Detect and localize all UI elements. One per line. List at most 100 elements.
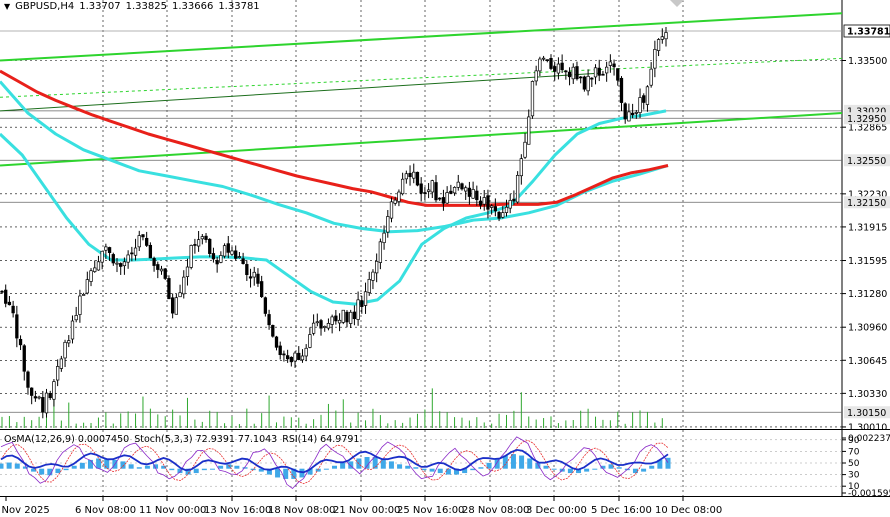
price-tick-label: 1.30645 (848, 356, 887, 367)
indicator-header: OsMA(12,26,9) 0.0007450 Stoch(5,3,3) 72.9… (4, 434, 364, 445)
candle-bull (326, 323, 331, 329)
candle-bull (367, 278, 371, 293)
candle-bear (22, 345, 26, 372)
chart-shift-marker-icon[interactable] (670, 0, 684, 7)
time-label: 5 Dec 16:00 (591, 505, 652, 516)
osma-bar (364, 457, 370, 469)
candle-bear (345, 311, 349, 323)
price-axis: 1.33500 1.32865 1.32230 1.31915 1.31595 1.312… (842, 24, 890, 430)
candle-bull (308, 334, 312, 348)
price-marker-label: 1.30150 (847, 408, 886, 419)
osma-bar (258, 468, 264, 472)
candle-bull (530, 81, 535, 117)
candle-bear (285, 355, 290, 360)
candle-bear (111, 254, 115, 264)
osma-bar (79, 462, 85, 469)
candlesticks (0, 26, 668, 419)
osma-bar (527, 458, 533, 469)
candle-bear (263, 297, 268, 314)
candle-bull (59, 358, 64, 369)
candle-bull (404, 173, 408, 180)
osma-bar (616, 467, 622, 469)
osma-bar (510, 454, 516, 469)
candle-bull (382, 232, 386, 244)
close-value: 1.33781 (218, 1, 260, 12)
price-chart[interactable]: 1.33500 1.32865 1.32230 1.31915 1.31595 1.312… (0, 0, 890, 430)
candle-bull (104, 246, 108, 251)
candle-bull (178, 292, 182, 298)
candle-bull (586, 75, 590, 92)
osma-bar (218, 465, 224, 469)
candle-bear (630, 112, 635, 116)
candle-bear (141, 234, 145, 238)
candle-bear (319, 320, 323, 329)
candle-bear (271, 325, 275, 337)
candle-bull (386, 216, 390, 233)
price-tick-label: 1.32865 (848, 123, 887, 134)
candle-bull (464, 187, 468, 192)
time-label: 11 Nov 00:00 (139, 505, 206, 516)
candle-bull (523, 141, 527, 158)
osma-bar (275, 468, 281, 478)
slow-ma-line (0, 80, 669, 234)
candle-bear (241, 258, 245, 264)
osma-bar (291, 468, 297, 479)
candle-bull (237, 256, 242, 259)
candle-bull (311, 322, 316, 334)
candle-bull (501, 212, 505, 218)
candle-bull (52, 381, 56, 400)
osma-bar (332, 465, 337, 469)
candle-bull (649, 68, 653, 86)
candle-bull (222, 245, 227, 257)
candle-bear (15, 314, 19, 339)
candle-bull (74, 315, 78, 321)
candle-bull (656, 39, 661, 51)
osma-bar (47, 468, 53, 476)
candle-bear (148, 244, 153, 259)
osma-bar (193, 468, 199, 474)
price-grid (0, 0, 890, 430)
osma-bar (657, 459, 663, 469)
osma-bar (128, 464, 134, 469)
time-label: 13 Nov 16:00 (204, 505, 271, 516)
candle-bear (434, 182, 438, 201)
candle-bull (664, 32, 668, 40)
osma-bar (169, 468, 175, 471)
candle-bull (185, 266, 190, 277)
candle-bear (423, 192, 427, 194)
candle-bull (89, 270, 93, 282)
trend-channel-lines[interactable] (0, 12, 843, 167)
price-tick-label: 1.30010 (848, 422, 887, 430)
candle-bull (300, 355, 305, 361)
candle-bear (41, 397, 45, 413)
osma-bar (6, 462, 12, 469)
candle-bull (196, 239, 201, 247)
osma-bar (584, 468, 590, 472)
price-marker-label: 1.32150 (847, 198, 886, 209)
osma-bar (397, 464, 403, 469)
candle-bull (55, 366, 60, 381)
candle-bull (645, 86, 650, 105)
chart-menu-icon[interactable]: ▼ (4, 2, 11, 11)
osma-bar (445, 468, 451, 475)
candle-bear (234, 250, 238, 259)
candle-bear (260, 281, 264, 297)
time-label: 18 Nov 08:00 (268, 505, 335, 516)
osma-bar (421, 468, 427, 471)
price-marker-box (844, 406, 890, 419)
candle-bull (375, 260, 379, 274)
candle-bull (67, 340, 71, 344)
trendline-middle (0, 57, 843, 98)
price-marker-label: 1.33020 (847, 106, 886, 117)
candle-bull (219, 255, 223, 263)
osma-bar (478, 467, 484, 469)
chart-header: ▼ GBPUSD,H4 1.33707 1.33825 1.33666 1.33781 (4, 1, 265, 12)
candle-bear (360, 300, 364, 307)
candle-bear (441, 197, 446, 204)
osma-bar (608, 464, 614, 469)
candle-bear (545, 59, 549, 62)
candle-bull (504, 206, 509, 213)
osma-bar (535, 462, 541, 469)
